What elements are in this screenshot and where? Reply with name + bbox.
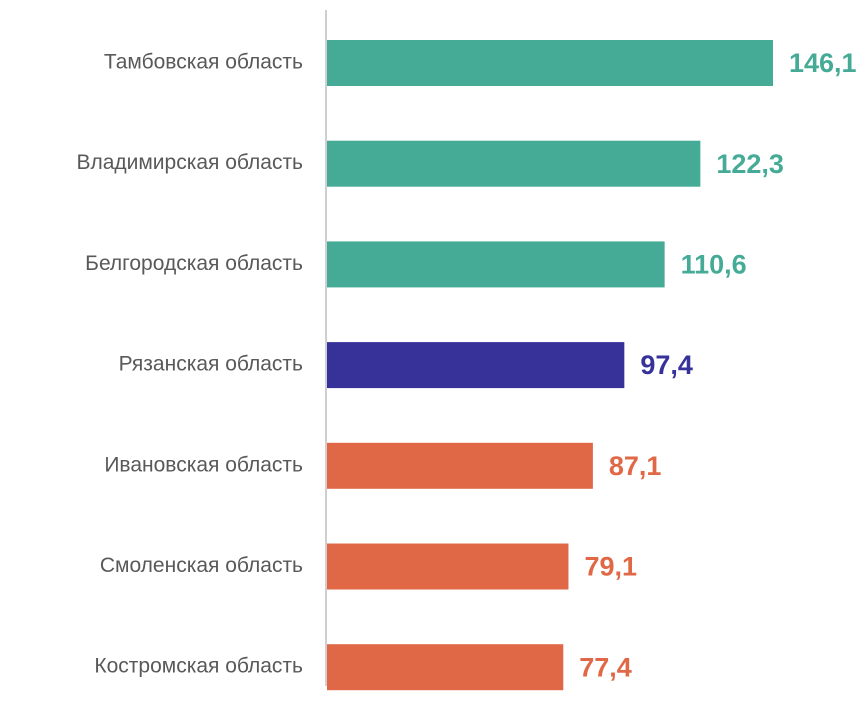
category-label: Белгородская область — [85, 252, 303, 275]
category-label: Костромская область — [94, 655, 303, 678]
category-label: Владимирская область — [76, 151, 303, 174]
value-label: 122,3 — [716, 149, 784, 179]
bar — [327, 140, 701, 187]
category-label: Ивановская область — [104, 453, 303, 476]
value-label: 110,6 — [681, 250, 747, 280]
bar — [327, 241, 665, 288]
value-label: 146,1 — [789, 48, 857, 78]
value-label: 87,1 — [609, 451, 662, 481]
bar — [327, 40, 773, 86]
value-label: 77,4 — [579, 652, 632, 682]
bar — [327, 342, 625, 389]
category-label: Рязанская область — [119, 353, 303, 376]
bar — [327, 442, 593, 489]
category-label: Тамбовская область — [104, 51, 303, 74]
bar — [327, 543, 569, 590]
value-label: 97,4 — [640, 350, 693, 380]
value-label: 79,1 — [584, 552, 637, 582]
bar — [327, 644, 564, 691]
category-label: Смоленская область — [100, 554, 303, 577]
